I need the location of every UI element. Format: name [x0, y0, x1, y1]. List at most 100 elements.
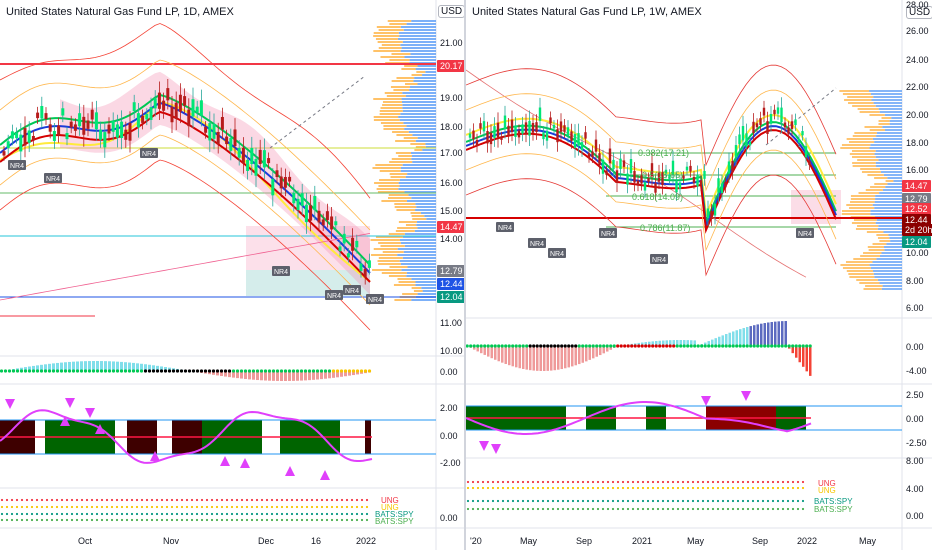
- osc-dot: [742, 344, 746, 348]
- osc-histogram-bar: [348, 371, 351, 376]
- osc3-dot: [606, 499, 610, 503]
- right-legend-ung: UNG: [818, 479, 836, 488]
- volume-profile-bar: [872, 204, 902, 206]
- volume-profile-bar: [852, 105, 876, 107]
- osc3-dot: [686, 480, 690, 484]
- osc-dot: [87, 369, 92, 373]
- right-price-badge-upper: 14.47: [902, 180, 931, 192]
- volume-profile-bar: [850, 198, 876, 200]
- osc3-dot: [471, 499, 475, 503]
- osc-dot: [207, 369, 212, 373]
- volume-profile-bar: [851, 150, 876, 152]
- osc-histogram-bar: [749, 326, 752, 346]
- osc-histogram-bar: [68, 361, 71, 371]
- right-price-tick: 24.00: [906, 55, 929, 65]
- osc-dot: [43, 369, 48, 373]
- osc3-dot: [481, 486, 485, 490]
- candle-body: [103, 132, 107, 148]
- volume-profile-bar: [400, 263, 436, 265]
- candle-body: [797, 139, 801, 143]
- osc3-dot: [335, 505, 339, 509]
- osc3-dot: [651, 499, 655, 503]
- osc3-dot: [175, 498, 179, 502]
- volume-profile-bar: [875, 150, 902, 152]
- osc-dot: [187, 369, 192, 373]
- osc-histogram-bar: [112, 361, 115, 371]
- osc3-dot: [65, 505, 69, 509]
- osc-dot: [521, 344, 525, 348]
- right-currency-button[interactable]: USD: [906, 6, 932, 19]
- envelope-lower: [466, 174, 837, 277]
- osc-dot: [497, 344, 501, 348]
- osc3-dot: [315, 512, 319, 516]
- osc3-dot: [721, 486, 725, 490]
- osc3-dot: [270, 518, 274, 522]
- osc3-dot: [310, 512, 314, 516]
- osc3-dot: [320, 505, 324, 509]
- right-price-tick: 26.00: [906, 26, 929, 36]
- volume-profile-bar: [872, 261, 902, 263]
- osc3-dot: [70, 498, 74, 502]
- candle-body: [720, 183, 724, 194]
- osc3-dot: [571, 507, 575, 511]
- volume-profile-bar: [394, 203, 416, 205]
- volume-profile-bar: [386, 95, 406, 97]
- right-chart-pane[interactable]: NR4 NR4 NR4 NR4 NR4 NR4 United States Natural…: [466, 0, 932, 550]
- volume-profile-bar: [879, 168, 902, 170]
- candle-body: [359, 263, 363, 271]
- osc3-dot: [731, 480, 735, 484]
- osc3-dot: [511, 480, 515, 484]
- osc3-dot: [756, 507, 760, 511]
- volume-profile-bar: [883, 231, 902, 233]
- right-osc2-tick: 0.00: [906, 414, 924, 424]
- osc3-dot: [721, 507, 725, 511]
- osc-dot: [724, 344, 728, 348]
- osc-histogram-bar: [276, 371, 279, 381]
- volume-profile-bar: [861, 171, 881, 173]
- osc-histogram-bar: [296, 371, 299, 381]
- candle-body: [300, 193, 304, 206]
- osc-histogram-bar: [483, 346, 486, 355]
- volume-profile-bar: [404, 245, 436, 247]
- right-symbol-title[interactable]: United States Natural Gas Fund LP, 1W, A…: [472, 6, 702, 18]
- osc-dot: [307, 369, 312, 373]
- candle-body: [225, 136, 229, 145]
- osc3-dot: [40, 505, 44, 509]
- osc-dot: [283, 369, 288, 373]
- osc-dot: [546, 344, 550, 348]
- osc3-dot: [761, 486, 765, 490]
- osc3-dot: [586, 507, 590, 511]
- signal-triangle: [85, 408, 95, 418]
- candle-body: [325, 211, 329, 221]
- volume-profile-bar: [415, 284, 436, 286]
- osc3-dot: [616, 480, 620, 484]
- osc3-dot: [601, 499, 605, 503]
- osc3-dot: [581, 480, 585, 484]
- osc3-dot: [225, 512, 229, 516]
- volume-profile-bar: [401, 101, 436, 103]
- osc3-dot: [100, 505, 104, 509]
- volume-profile-bar: [372, 269, 402, 271]
- osc3-dot: [75, 498, 79, 502]
- osc3-dot: [741, 499, 745, 503]
- volume-profile-bar: [404, 56, 436, 58]
- osc-dot: [19, 369, 24, 373]
- osc3-dot: [120, 505, 124, 509]
- left-chart-pane[interactable]: NR4 NR4 NR4 NR4 NR4 NR4 NR4 United States Natu…: [0, 0, 466, 550]
- left-currency-button[interactable]: USD: [438, 5, 466, 18]
- volume-profile-bar: [882, 126, 902, 128]
- volume-profile-bar: [402, 164, 436, 166]
- candle-body: [542, 132, 545, 140]
- pane-separator[interactable]: [464, 0, 466, 550]
- candle-body: [19, 134, 23, 152]
- volume-profile-bar: [878, 159, 902, 161]
- volume-profile-bar: [840, 147, 870, 149]
- osc-histogram-bar: [32, 365, 35, 371]
- volume-profile-bar: [406, 125, 436, 127]
- left-symbol-title[interactable]: United States Natural Gas Fund LP, 1D, A…: [6, 6, 234, 18]
- osc-histogram-bar: [672, 340, 675, 346]
- volume-profile-bar: [398, 221, 417, 223]
